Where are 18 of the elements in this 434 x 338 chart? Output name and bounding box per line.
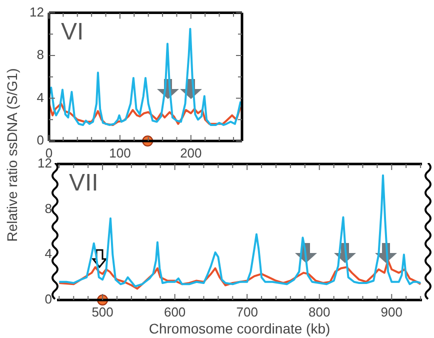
annotation: VII xyxy=(69,170,98,197)
y-tick-label: 4 xyxy=(36,90,44,105)
y-tick-label: 0 xyxy=(44,292,52,307)
x-tick-label: 500 xyxy=(92,304,114,320)
x-tick-label: 100 xyxy=(109,145,131,160)
x-tick-label: 200 xyxy=(180,145,202,160)
x-axis-title: Chromosome coordinate (kb) xyxy=(148,320,330,336)
x-tick-label: 600 xyxy=(164,304,186,320)
annotation: VI xyxy=(61,18,84,46)
y-tick-label: 12 xyxy=(30,4,44,20)
y-tick-label: 4 xyxy=(44,246,52,262)
y-tick-label: 8 xyxy=(44,200,52,216)
x-tick-label: 900 xyxy=(380,304,402,320)
x-tick-label: 800 xyxy=(308,304,330,320)
y-axis-title: Relative ratio ssDNA (S/G1) xyxy=(4,67,21,244)
x-tick-label: 700 xyxy=(236,304,258,320)
y-tick-label: 0 xyxy=(36,132,44,148)
y-tick-label: 8 xyxy=(36,47,44,62)
